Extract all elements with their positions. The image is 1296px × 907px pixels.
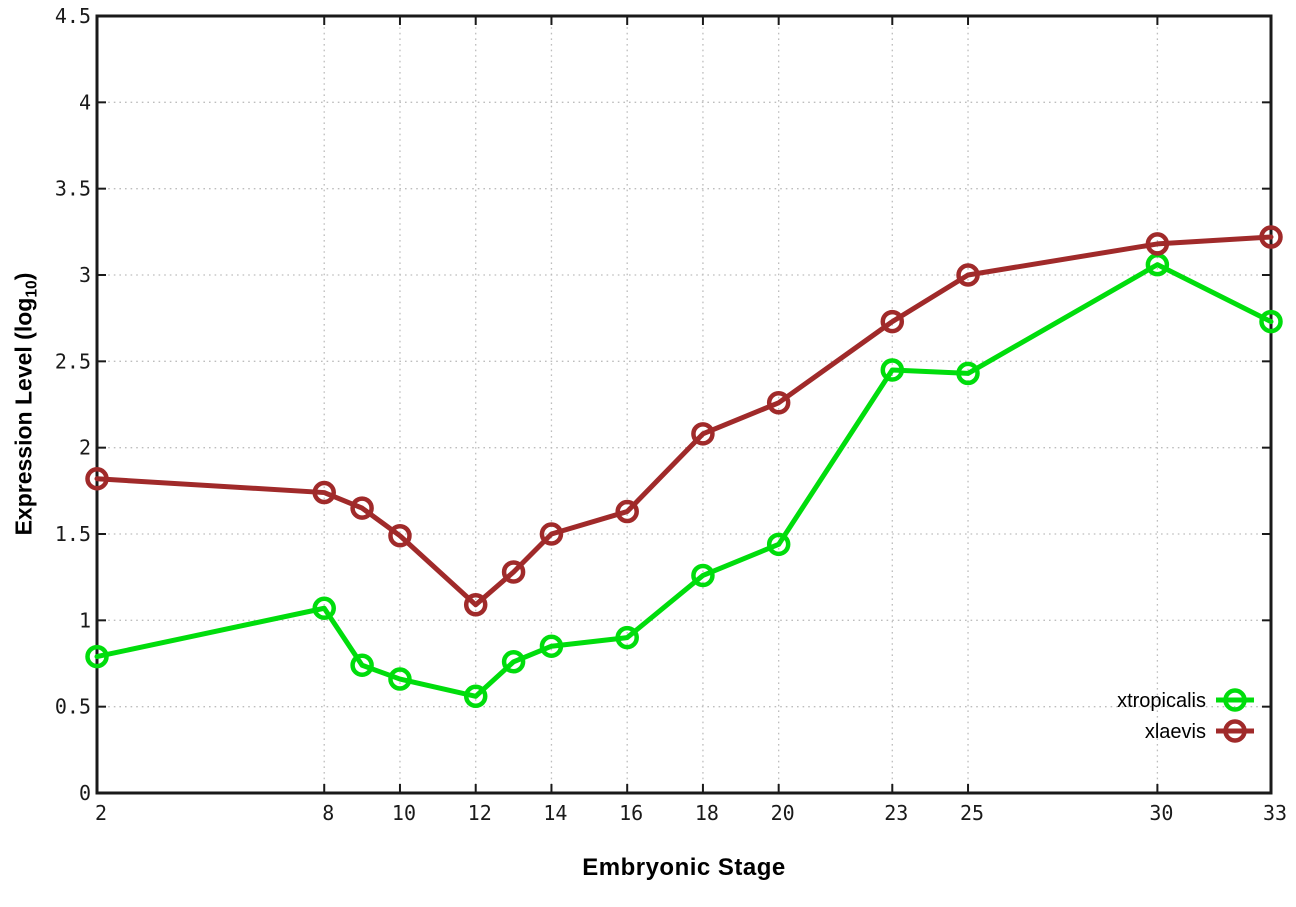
y-tick-label-2.5: 2.5 bbox=[55, 349, 91, 373]
point-xtropicalis-2 bbox=[85, 644, 109, 669]
series-xtropicalis bbox=[85, 252, 1283, 709]
x-tick-label-25: 25 bbox=[960, 801, 984, 825]
legend: xtropicalis xlaevis bbox=[1117, 688, 1254, 743]
legend-item-xlaevis: xlaevis bbox=[1145, 719, 1254, 743]
legend-sample-marker-xtropicalis bbox=[1223, 688, 1247, 712]
x-tick-label-23: 23 bbox=[884, 801, 908, 825]
series-line-xlaevis bbox=[94, 234, 1274, 608]
point-xtropicalis-12 bbox=[463, 684, 488, 709]
point-xtropicalis-8 bbox=[312, 596, 336, 620]
x-tick-label-2: 2 bbox=[95, 801, 107, 825]
point-xlaevis-25 bbox=[956, 263, 980, 287]
point-xlaevis-33 bbox=[1259, 225, 1283, 249]
point-xlaevis-18 bbox=[691, 422, 715, 446]
point-xlaevis-12 bbox=[463, 593, 488, 617]
series-line-xtropicalis bbox=[94, 262, 1274, 699]
point-xlaevis-9 bbox=[350, 496, 374, 520]
legend-sample-marker-xlaevis bbox=[1223, 719, 1247, 743]
point-xlaevis-30 bbox=[1145, 232, 1170, 256]
y-tick-label-0: 0 bbox=[79, 781, 91, 805]
point-xtropicalis-13 bbox=[501, 650, 526, 674]
point-xtropicalis-25 bbox=[956, 361, 980, 386]
point-xlaevis-20 bbox=[766, 391, 791, 415]
plot-border bbox=[95, 14, 1273, 795]
y-tick-label-3: 3 bbox=[79, 263, 91, 287]
y-tick-label-4.5: 4.5 bbox=[55, 4, 91, 28]
y-tick-label-0.5: 0.5 bbox=[55, 695, 91, 719]
x-tick-label-18: 18 bbox=[695, 801, 719, 825]
x-axis-label: Embryonic Stage bbox=[582, 854, 786, 881]
point-xtropicalis-9 bbox=[350, 653, 374, 677]
grid bbox=[97, 16, 1271, 793]
point-xtropicalis-20 bbox=[766, 532, 791, 557]
x-tick-label-33: 33 bbox=[1263, 801, 1287, 825]
legend-item-xtropicalis: xtropicalis bbox=[1117, 688, 1254, 712]
y-axis-label-text: Expression Level (log bbox=[10, 297, 37, 536]
point-xtropicalis-10 bbox=[388, 667, 412, 691]
x-tick-label-10: 10 bbox=[392, 801, 416, 825]
point-xtropicalis-18 bbox=[691, 563, 715, 588]
point-xtropicalis-16 bbox=[615, 625, 639, 650]
x-tick-label-12: 12 bbox=[468, 801, 492, 825]
point-xlaevis-14 bbox=[539, 522, 564, 546]
y-tick-label-1: 1 bbox=[79, 608, 91, 632]
point-xlaevis-23 bbox=[880, 309, 905, 334]
point-xlaevis-13 bbox=[501, 560, 526, 584]
point-xlaevis-8 bbox=[312, 480, 336, 505]
x-tick-label-8: 8 bbox=[322, 801, 334, 825]
x-tick-label-20: 20 bbox=[771, 801, 795, 825]
y-tick-label-1.5: 1.5 bbox=[55, 522, 91, 546]
series-xlaevis bbox=[85, 225, 1283, 617]
y-axis-label-subscript: 10 bbox=[23, 280, 41, 298]
y-axis-label: Expression Level (log10) bbox=[11, 273, 42, 536]
y-tick-label-2: 2 bbox=[79, 436, 91, 460]
y-axis-label-suffix: ) bbox=[10, 272, 37, 281]
y-tick-label-4: 4 bbox=[79, 90, 91, 114]
y-axis-ticks: 0 0.5 1 1.5 2 2.5 3 3.5 4 4.5 bbox=[55, 4, 1271, 805]
point-xtropicalis-23 bbox=[880, 358, 905, 382]
x-axis-ticks: 2 8 10 12 14 16 18 20 23 25 30 33 bbox=[95, 16, 1287, 825]
point-xlaevis-10 bbox=[388, 523, 412, 548]
point-xtropicalis-14 bbox=[539, 634, 564, 658]
point-xlaevis-16 bbox=[615, 499, 639, 524]
x-tick-label-14: 14 bbox=[543, 801, 567, 825]
point-xtropicalis-33 bbox=[1259, 309, 1283, 334]
x-tick-label-16: 16 bbox=[619, 801, 643, 825]
legend-label-xlaevis: xlaevis bbox=[1145, 721, 1206, 743]
y-tick-label-3.5: 3.5 bbox=[55, 177, 91, 201]
x-tick-label-30: 30 bbox=[1149, 801, 1173, 825]
point-xlaevis-2 bbox=[85, 466, 109, 491]
legend-label-xtropicalis: xtropicalis bbox=[1117, 690, 1206, 712]
